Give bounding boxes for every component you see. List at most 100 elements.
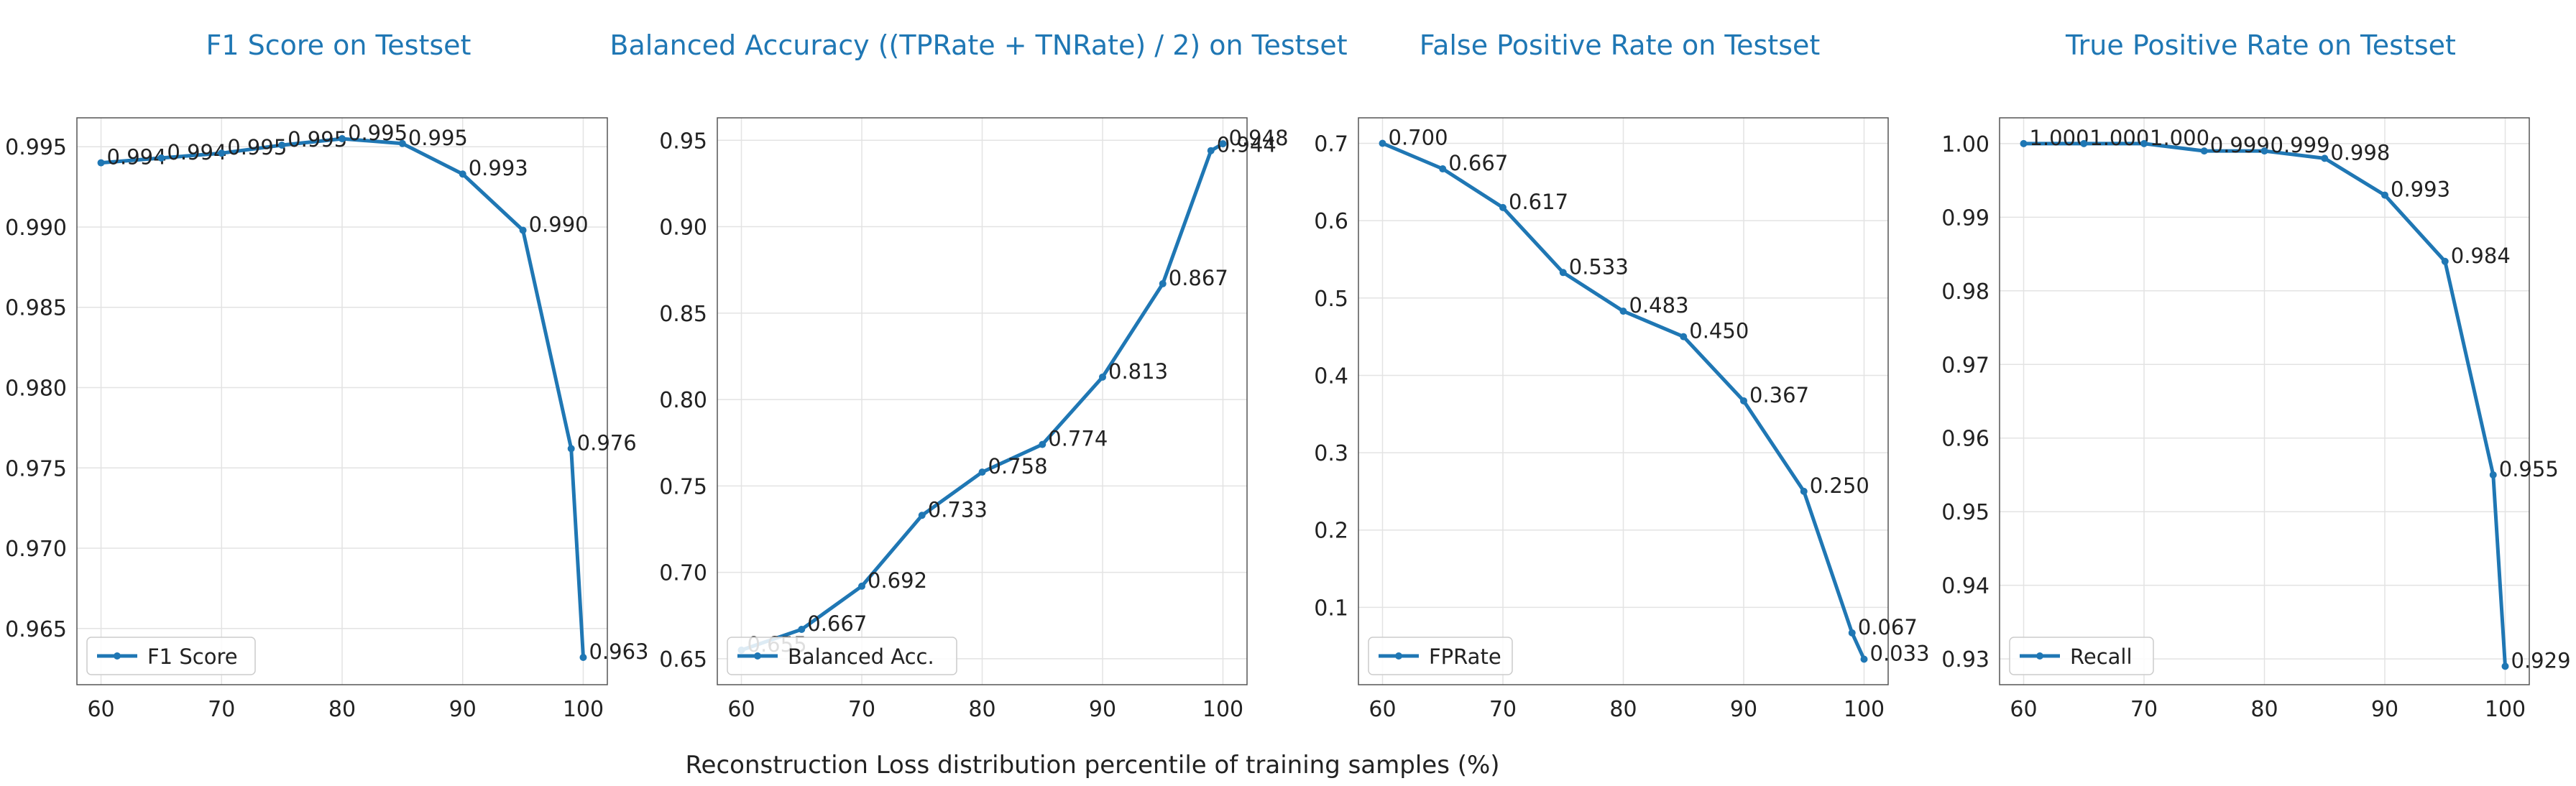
- data-point: [1848, 629, 1856, 637]
- y-tick-label: 0.975: [5, 456, 67, 481]
- data-point: [2080, 139, 2088, 147]
- data-label: 0.450: [1689, 319, 1749, 343]
- data-label: 0.929: [2511, 648, 2571, 672]
- x-tick-label: 60: [1368, 697, 1396, 722]
- y-tick-label: 0.7: [1314, 132, 1348, 157]
- data-point: [1680, 333, 1688, 341]
- legend-label: F1 Score: [147, 644, 238, 669]
- y-tick-label: 0.6: [1314, 209, 1348, 234]
- data-point: [2321, 154, 2329, 162]
- data-label: 0.617: [1509, 190, 1568, 214]
- data-point: [218, 149, 226, 157]
- legend-box: [1368, 637, 1513, 675]
- data-label: 0.250: [1810, 473, 1869, 498]
- data-point: [2200, 147, 2208, 155]
- data-label: 0.955: [2499, 457, 2559, 481]
- x-tick-label: 90: [1089, 697, 1116, 722]
- chart-panel-2: Balanced Accuracy ((TPRate + TNRate) / 2…: [610, 29, 1347, 722]
- x-tick-label: 60: [87, 697, 114, 722]
- y-tick-label: 0.85: [659, 302, 707, 327]
- data-label: 0.976: [577, 430, 637, 455]
- x-tick-label: 60: [2010, 697, 2037, 722]
- legend-label: Balanced Acc.: [788, 644, 934, 669]
- y-tick-label: 0.5: [1314, 287, 1348, 312]
- data-label: 0.993: [2391, 177, 2450, 202]
- data-point: [567, 445, 575, 453]
- data-label: 0.999: [2210, 133, 2270, 157]
- chart-title: Balanced Accuracy ((TPRate + TNRate) / 2…: [610, 29, 1347, 61]
- data-point: [1559, 269, 1567, 277]
- x-tick-label: 80: [328, 697, 356, 722]
- x-tick-label: 70: [208, 697, 235, 722]
- legend-label: FPRate: [1429, 644, 1501, 669]
- data-point: [1039, 440, 1046, 448]
- x-tick-label: 100: [1202, 697, 1243, 722]
- plot-frame: [1999, 117, 2530, 685]
- x-tick-label: 70: [2130, 697, 2158, 722]
- data-label: 0.963: [589, 639, 648, 664]
- data-label: 0.667: [1448, 151, 1508, 175]
- x-tick-label: 90: [1730, 697, 1757, 722]
- legend-marker: [754, 652, 761, 660]
- data-point: [2020, 139, 2028, 147]
- data-label: 0.998: [2330, 140, 2390, 165]
- y-tick-label: 0.80: [659, 388, 707, 413]
- data-label: 0.067: [1858, 615, 1918, 639]
- y-tick-label: 0.2: [1314, 519, 1348, 544]
- data-label: 0.995: [227, 135, 287, 159]
- data-label: 1.000: [2030, 126, 2089, 150]
- y-tick-label: 0.980: [5, 376, 67, 402]
- chart-panel-3: False Positive Rate on Testset 60 70 80 90 10…: [1314, 29, 1929, 722]
- x-tick-label: 80: [2250, 697, 2278, 722]
- x-tick-label: 80: [968, 697, 995, 722]
- data-label: 0.700: [1389, 126, 1448, 150]
- data-point: [278, 141, 286, 149]
- data-label: 0.995: [288, 127, 347, 152]
- data-point: [798, 626, 806, 634]
- plot-frame: [1358, 117, 1889, 685]
- data-point: [97, 159, 105, 167]
- chart-title: True Positive Rate on Testset: [2065, 29, 2456, 61]
- data-point: [1800, 487, 1808, 495]
- data-label: 0.995: [408, 126, 468, 150]
- y-tick-label: 0.995: [5, 135, 67, 160]
- data-label: 0.758: [988, 454, 1048, 478]
- data-label: 0.999: [2271, 133, 2330, 157]
- y-tick-label: 0.95: [1941, 500, 1990, 525]
- x-tick-label: 60: [727, 697, 755, 722]
- data-point: [398, 139, 406, 147]
- y-tick-label: 0.98: [1941, 279, 1990, 305]
- y-tick-label: 1.00: [1941, 132, 1990, 157]
- data-point: [2501, 662, 2509, 670]
- data-point: [519, 226, 527, 234]
- x-tick-label: 100: [563, 697, 604, 722]
- data-label: 1.000: [2089, 126, 2149, 150]
- data-point: [1159, 279, 1167, 287]
- plot-frame: [717, 117, 1248, 685]
- data-label: 0.995: [348, 121, 408, 145]
- data-label: 0.984: [2451, 244, 2511, 268]
- y-tick-label: 0.99: [1941, 205, 1990, 231]
- series-line: [2023, 142, 2507, 667]
- data-point: [858, 582, 865, 590]
- y-tick-label: 0.970: [5, 537, 67, 562]
- data-point: [459, 170, 466, 178]
- legend-marker: [114, 652, 121, 660]
- data-label: 0.993: [469, 156, 528, 180]
- x-tick-label: 100: [2485, 697, 2526, 722]
- y-tick-label: 0.4: [1314, 364, 1348, 389]
- plot-frame: [76, 117, 608, 685]
- data-point: [918, 512, 926, 519]
- data-point: [1740, 397, 1747, 404]
- legend-label: Recall: [2070, 644, 2133, 669]
- data-point: [1619, 308, 1627, 315]
- data-point: [2140, 139, 2148, 147]
- data-label: 0.867: [1169, 266, 1228, 290]
- data-label: 0.692: [868, 568, 927, 593]
- data-label: 0.483: [1629, 293, 1689, 318]
- data-label: 0.733: [928, 497, 988, 522]
- y-tick-label: 0.95: [659, 129, 707, 154]
- chart-panel-4: True Positive Rate on Testset 60 70 80 90 100…: [1941, 29, 2570, 722]
- data-label: 0.994: [167, 140, 226, 165]
